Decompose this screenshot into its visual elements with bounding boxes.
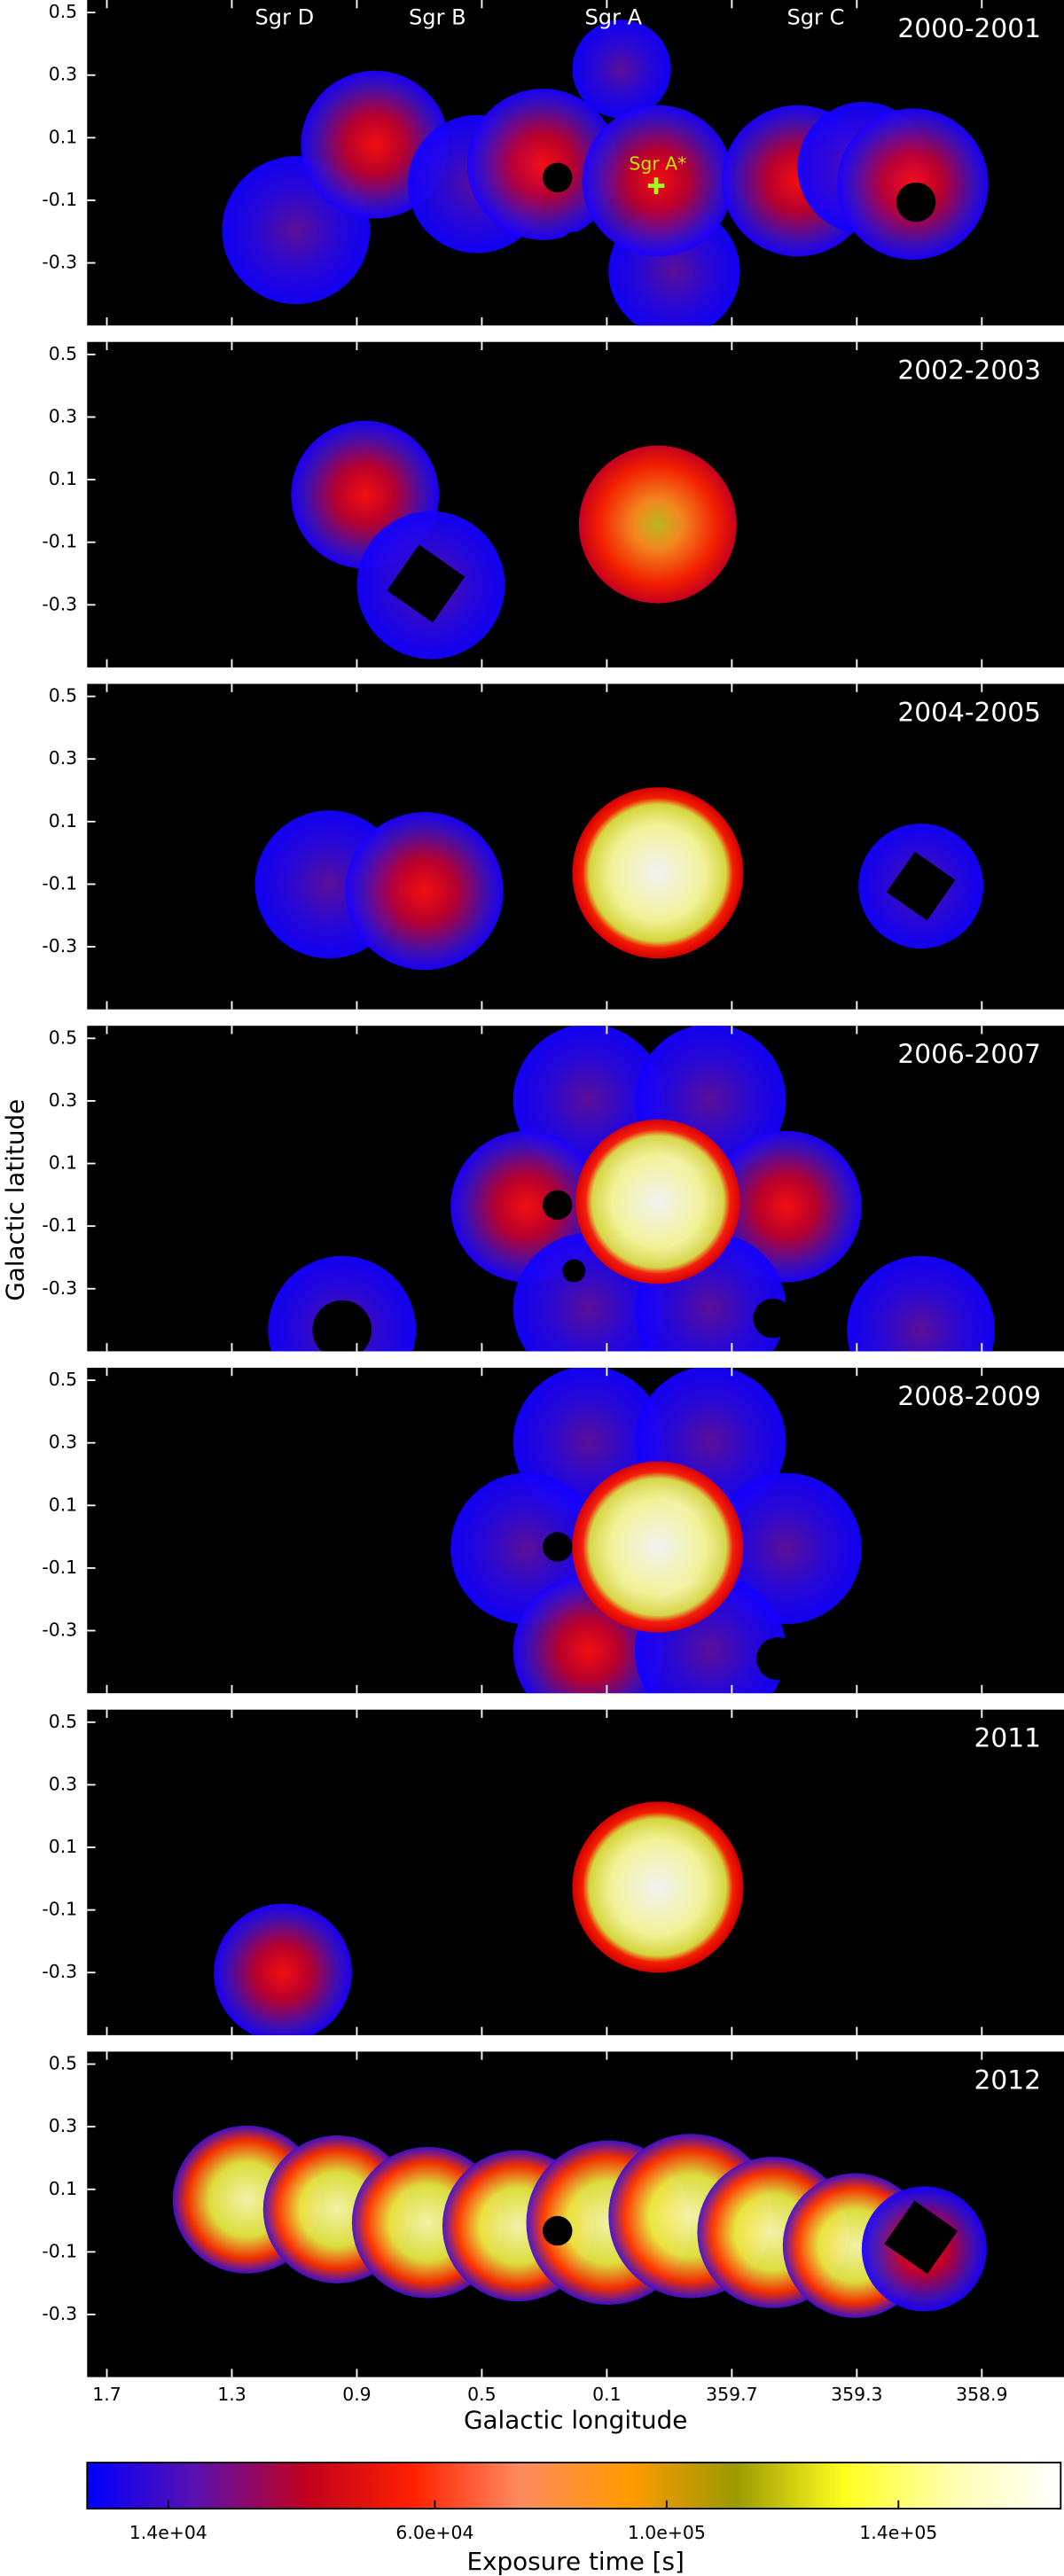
y-tick-label: 0.1 [49,1494,77,1515]
exposure-map [222,20,989,326]
exposure-patch [578,445,737,604]
y-tick-label: 0.5 [49,343,77,364]
panel-title: 2000-2001 [897,12,1041,43]
y-tick-label: -0.1 [42,1214,77,1236]
y-tick-label: 0.1 [49,2178,77,2199]
masked-source [312,1300,372,1352]
exposure-patch [572,1801,744,1973]
y-tick-label: 0.1 [49,126,77,147]
region-label: Sgr A* [629,152,686,174]
panel-title: 2004-2005 [897,696,1041,727]
exposure-map [291,420,737,660]
x-tick-label: 359.7 [706,2384,757,2405]
x-tick-label: 0.9 [342,2384,371,2405]
y-tick-label: 0.5 [49,1,77,22]
y-tick-label: 0.1 [49,1836,77,1857]
masked-source [543,1532,573,1562]
y-tick-label: 0.3 [49,1089,77,1111]
panel-title: 2006-2007 [897,1038,1041,1069]
masked-source [543,2215,573,2246]
x-tick-label: 359.3 [831,2384,882,2405]
colorbar-tick-label: 1.4e+04 [129,2522,207,2543]
exposure-patch [575,1119,740,1284]
y-tick-label: 0.3 [49,64,77,85]
y-axis-label: Galactic latitude [1,1099,30,1301]
exposure-map [450,1367,862,1694]
masked-source [896,182,936,222]
colorbar-label: Exposure time [s] [466,2547,684,2576]
x-axis-label: Galactic longitude [464,2406,687,2435]
y-tick-label: 0.5 [49,1026,77,1048]
y-tick-label: 0.5 [49,1711,77,1732]
colorbar-tick-label: 1.0e+05 [628,2522,706,2543]
panel-title: 2002-2003 [897,355,1041,386]
x-tick-label: 0.1 [592,2384,621,2405]
exposure-patch [572,1461,744,1633]
region-label: Sgr C [786,4,844,29]
panel-title: 2008-2009 [897,1380,1041,1411]
masked-region [884,2200,958,2275]
y-tick-label: 0.5 [49,2053,77,2074]
x-tick-label: 0.5 [467,2384,496,2405]
y-tick-label: -0.3 [42,2303,77,2324]
masked-source [543,162,573,192]
x-tick-label: 1.7 [92,2384,121,2405]
region-label: Sgr A [584,4,642,29]
exposure-patch [345,812,504,971]
masked-source [753,1299,793,1339]
masked-source [543,1190,573,1221]
y-tick-label: 0.1 [49,468,77,489]
masked-region [387,544,466,623]
y-tick-label: 0.1 [49,1152,77,1174]
y-tick-label: 0.3 [49,747,77,769]
sgr-a-star-marker [647,177,665,194]
y-tick-label: -0.3 [42,1961,77,1982]
y-tick-label: -0.1 [42,189,77,210]
masked-region [886,851,956,921]
region-label: Sgr D [255,4,315,29]
exposure-map [214,1801,744,2035]
y-tick-label: -0.1 [42,872,77,894]
y-tick-label: 0.3 [49,1432,77,1453]
y-tick-label: -0.1 [42,2240,77,2261]
y-tick-label: -0.3 [42,252,77,273]
y-tick-label: -0.1 [42,1557,77,1578]
colorbar-tick-label: 6.0e+04 [395,2522,473,2543]
y-tick-label: -0.1 [42,1899,77,1920]
y-tick-label: 0.5 [49,1369,77,1390]
masked-source [562,231,586,255]
exposure-map [268,1026,996,1352]
exposure-patch [214,1903,352,2035]
masked-source [562,1259,586,1283]
colorbar [86,2462,1062,2510]
region-label: Sgr B [409,4,466,29]
y-tick-label: -0.1 [42,531,77,552]
panel-background [87,341,1064,667]
y-tick-label: -0.3 [42,593,77,614]
y-tick-label: -0.3 [42,1620,77,1641]
panel-title: 2012 [974,2064,1041,2095]
exposure-patch [572,787,744,959]
y-tick-label: 0.5 [49,685,77,706]
panel-title: 2011 [974,1722,1041,1753]
exposure-patch [847,1255,996,1352]
masked-source [756,1637,800,1681]
exposure-map [254,787,984,971]
y-tick-label: 0.1 [49,810,77,831]
y-tick-label: 0.3 [49,1773,77,1794]
y-tick-label: -0.3 [42,1277,77,1299]
exposure-map [172,2125,987,2318]
colorbar-tick-label: 1.4e+05 [859,2522,937,2543]
x-tick-label: 1.3 [217,2384,246,2405]
y-tick-label: 0.3 [49,405,77,426]
y-tick-label: -0.3 [42,935,77,956]
y-tick-label: 0.3 [49,2115,77,2136]
x-tick-label: 358.9 [956,2384,1007,2405]
exposure-patch [572,20,671,119]
exposure-patch [466,89,619,240]
